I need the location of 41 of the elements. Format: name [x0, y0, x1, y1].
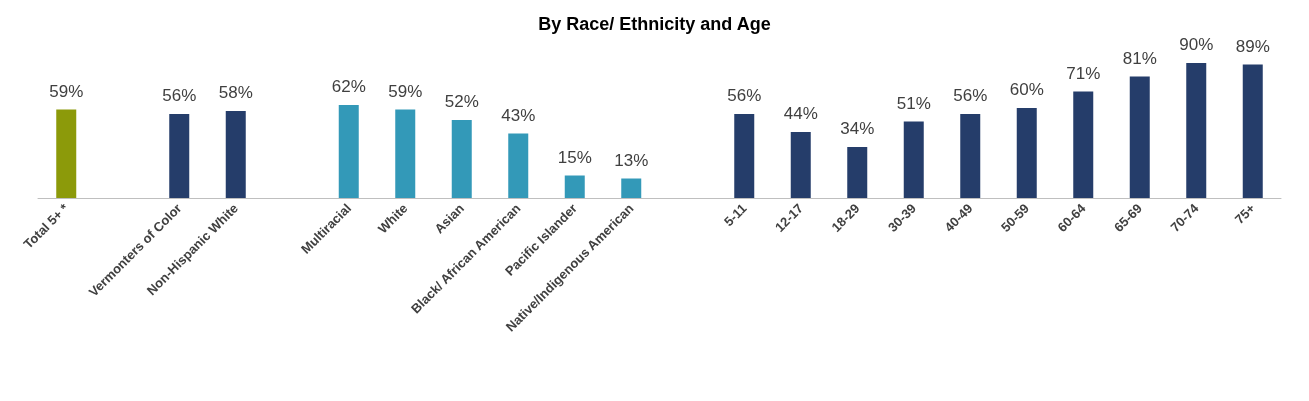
data-label: 15%: [557, 147, 592, 167]
data-label: 60%: [1009, 80, 1044, 99]
bar: [56, 109, 77, 198]
data-label: 89%: [1235, 36, 1270, 56]
bar: [960, 114, 981, 198]
bar: [903, 121, 924, 198]
data-label: 44%: [783, 104, 818, 123]
data-label: 13%: [614, 150, 649, 170]
data-label: 56%: [727, 86, 762, 105]
bar: [508, 133, 529, 198]
data-label: 34%: [840, 119, 875, 138]
data-label: 52%: [444, 92, 479, 111]
bar: [790, 132, 811, 198]
data-label: 43%: [501, 105, 536, 125]
data-label: 56%: [162, 86, 197, 105]
data-label: 58%: [218, 83, 253, 102]
bar: [621, 178, 642, 198]
data-label: 56%: [953, 86, 988, 105]
x-tick-label: 5-11: [721, 200, 750, 230]
bar: [1016, 108, 1037, 198]
data-label: 59%: [49, 81, 84, 101]
data-label: 81%: [1122, 48, 1157, 68]
data-label: 51%: [896, 93, 931, 113]
bar: [451, 120, 472, 198]
data-label: 59%: [388, 81, 423, 101]
bar: [734, 114, 755, 198]
bar: [1129, 76, 1150, 198]
data-label: 62%: [331, 77, 366, 96]
x-tick-label: 75+: [1231, 200, 1259, 227]
data-label: 90%: [1179, 35, 1214, 54]
bar: [395, 109, 416, 198]
bar: [1073, 91, 1094, 198]
bar: [225, 111, 246, 198]
bar: [169, 114, 190, 198]
data-label: 71%: [1066, 63, 1101, 83]
bar: [847, 147, 868, 198]
bar: [1186, 63, 1207, 198]
bar: [1242, 64, 1263, 198]
chart-title: By Race/ Ethnicity and Age: [538, 14, 771, 34]
bar: [338, 105, 359, 198]
bar: [564, 175, 585, 198]
